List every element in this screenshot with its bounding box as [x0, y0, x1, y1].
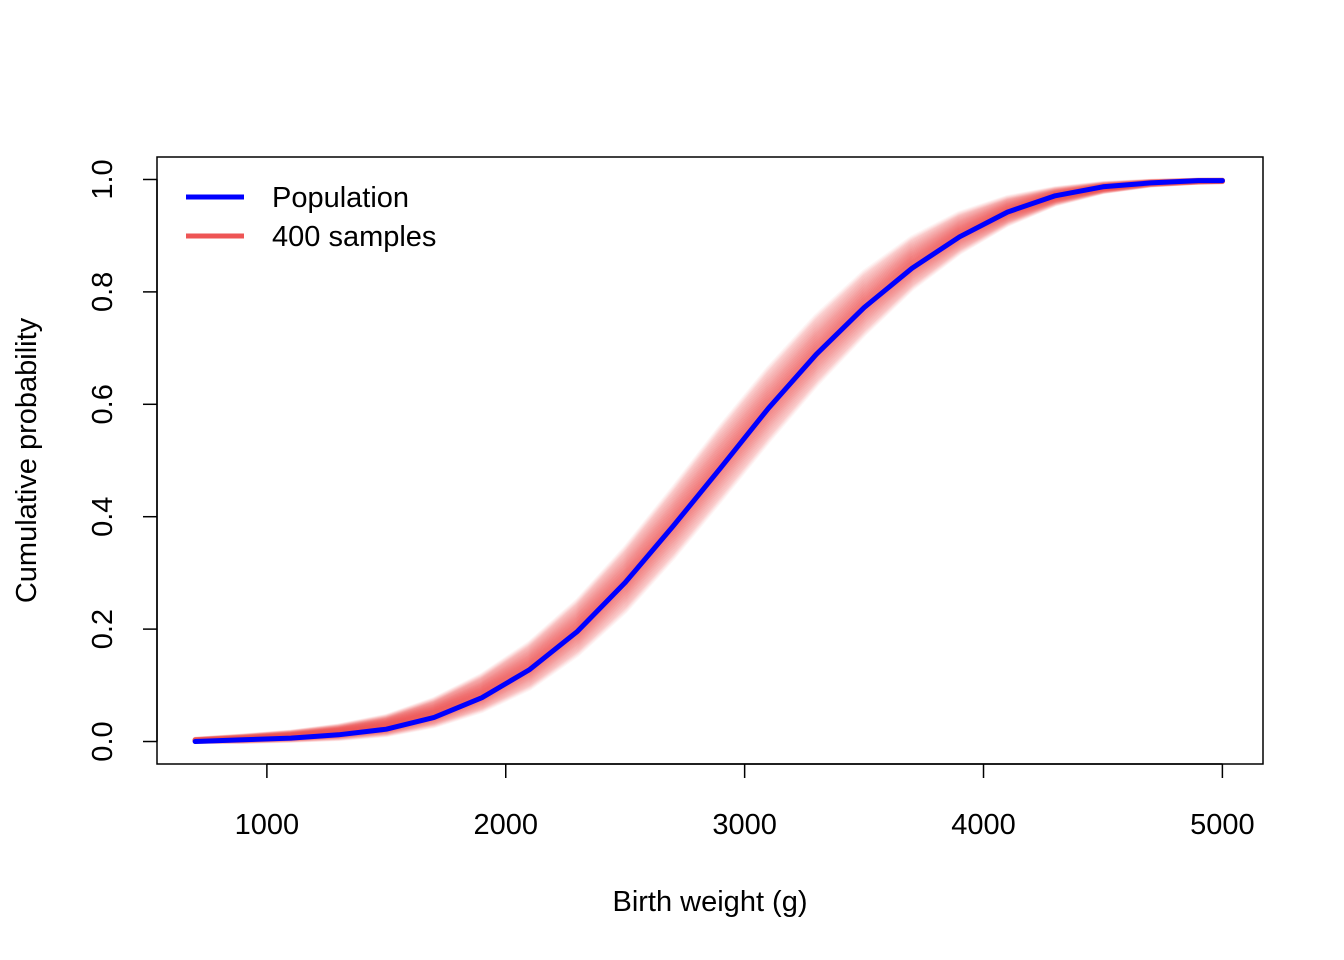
sample-curve: [192, 177, 1225, 743]
sample-curve: [192, 179, 1225, 744]
sample-curve: [192, 179, 1225, 744]
sample-curve: [192, 177, 1225, 742]
sample-curve: [192, 177, 1225, 743]
x-axis-title: Birth weight (g): [612, 886, 807, 918]
legend-population-label: Population: [272, 182, 409, 214]
x-axis: 1000 2000 3000 4000 5000: [235, 763, 1255, 841]
x-tick-label: 4000: [951, 809, 1016, 841]
sample-curve: [192, 179, 1225, 744]
sample-curve: [192, 177, 1225, 743]
sample-curve: [192, 177, 1225, 742]
sample-curve: [192, 177, 1225, 743]
x-tick-label: 3000: [712, 809, 777, 841]
sample-curve: [192, 179, 1225, 744]
sample-curve: [192, 177, 1225, 742]
population-curve-layer: [192, 178, 1225, 744]
y-tick-label: 0.4: [87, 497, 119, 537]
sample-curve: [192, 177, 1225, 742]
sample-curve: [192, 179, 1225, 744]
sample-curve: [192, 177, 1225, 742]
y-tick-label: 1.0: [87, 159, 119, 199]
sample-curves-layer: [192, 177, 1225, 744]
y-tick-label: 0.0: [87, 721, 119, 761]
x-tick-label: 2000: [474, 809, 539, 841]
legend-samples-label: 400 samples: [272, 221, 436, 253]
y-axis-title: Cumulative probability: [11, 317, 43, 603]
population-curve: [192, 178, 1225, 744]
y-axis: 0.0 0.2 0.4 0.6 0.8 1.0: [87, 159, 158, 762]
x-tick-label: 5000: [1190, 809, 1255, 841]
y-tick-label: 0.6: [87, 384, 119, 424]
sample-curve: [192, 177, 1225, 743]
y-tick-label: 0.8: [87, 272, 119, 312]
sample-curve: [192, 179, 1225, 744]
y-tick-label: 0.2: [87, 609, 119, 649]
sample-curve: [192, 179, 1225, 744]
legend: Population 400 samples: [186, 182, 436, 253]
sample-curve: [192, 178, 1225, 743]
x-tick-label: 1000: [235, 809, 300, 841]
